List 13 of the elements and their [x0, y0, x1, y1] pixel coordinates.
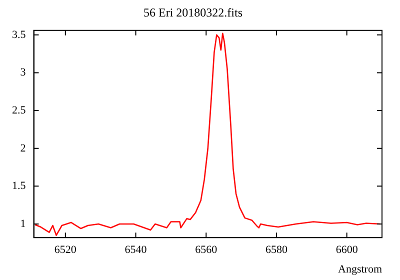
y-tick-label: 1.5: [12, 180, 26, 192]
y-tick-label: 2: [20, 142, 26, 154]
x-tick-label: 6580: [265, 244, 288, 256]
x-tick-label: 6600: [336, 244, 358, 256]
x-tick-label: 6540: [124, 244, 148, 256]
y-tick-label: 3: [20, 66, 26, 79]
x-axis-title: Angstrom: [338, 263, 382, 276]
chart-title: 56 Eri 20180322.fits: [144, 5, 243, 20]
x-tick-label: 6560: [195, 244, 218, 256]
x-tick-label: 6520: [54, 244, 77, 256]
y-tick-label: 3.5: [12, 28, 26, 41]
y-tick-label: 1: [20, 218, 26, 230]
y-tick-label: 2.5: [12, 104, 26, 116]
